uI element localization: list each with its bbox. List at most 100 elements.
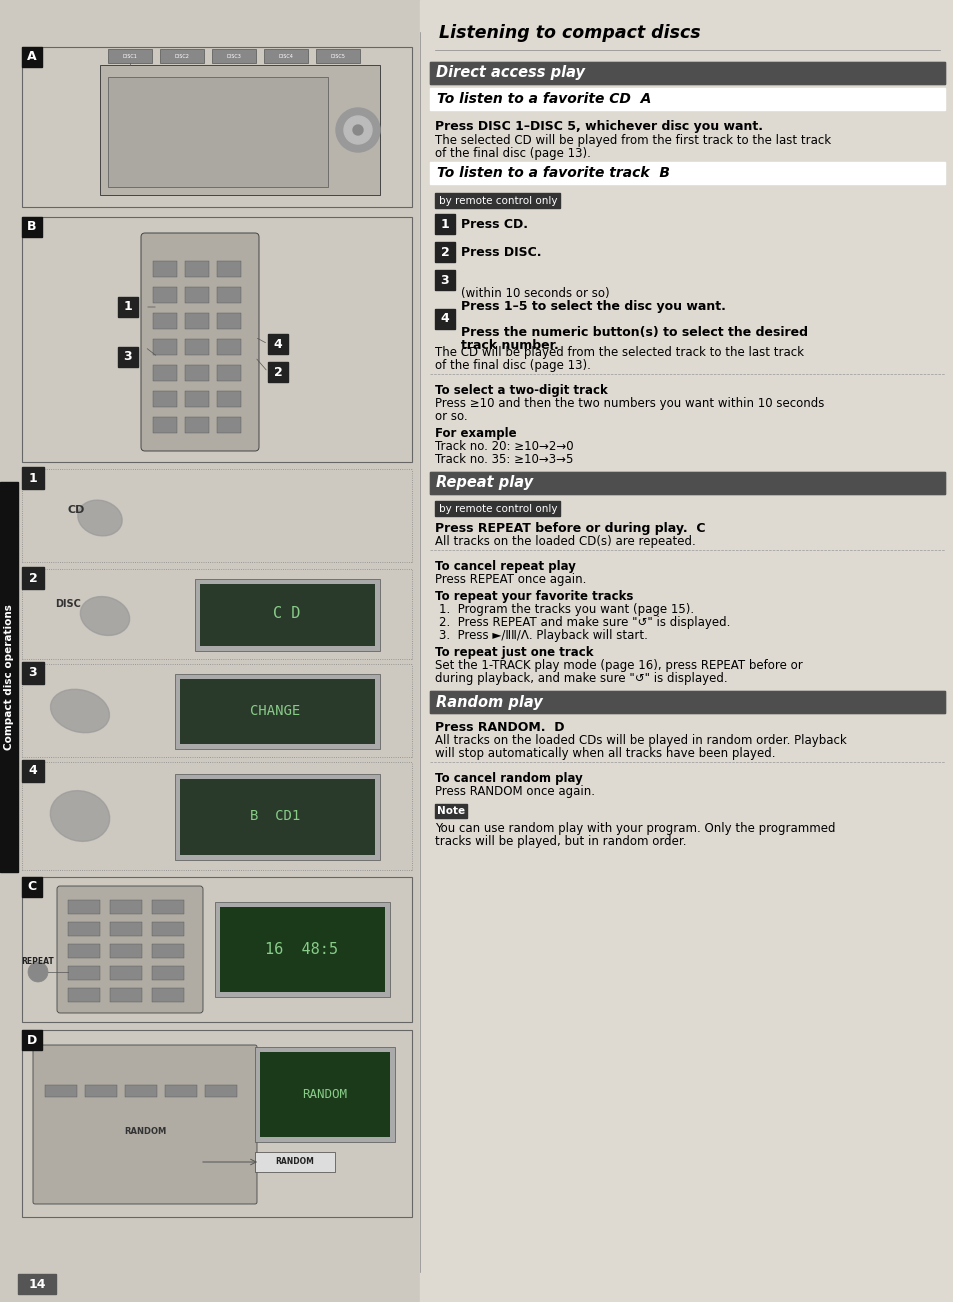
Bar: [216, 286, 241, 303]
Text: Set the 1-TRACK play mode (page 16), press REPEAT before or: Set the 1-TRACK play mode (page 16), pre…: [435, 659, 801, 672]
Text: (within 10 seconds or so): (within 10 seconds or so): [460, 286, 609, 299]
Bar: [110, 900, 142, 914]
Bar: [216, 312, 241, 329]
Bar: [185, 365, 209, 381]
Text: All tracks on the loaded CDs will be played in random order. Playback: All tracks on the loaded CDs will be pla…: [435, 734, 846, 747]
Bar: [194, 579, 379, 651]
Bar: [18, 1273, 56, 1294]
Bar: [430, 62, 944, 85]
Text: Press the numeric button(s) to select the desired: Press the numeric button(s) to select th…: [460, 326, 807, 339]
Text: Press DISC.: Press DISC.: [460, 246, 541, 259]
Text: RANDOM: RANDOM: [275, 1157, 314, 1167]
Bar: [110, 966, 142, 980]
Bar: [430, 691, 944, 713]
Text: To cancel random play: To cancel random play: [435, 772, 582, 785]
Bar: [435, 805, 467, 818]
Ellipse shape: [51, 790, 110, 841]
Bar: [22, 661, 44, 684]
Bar: [160, 49, 204, 62]
Text: 16  48:5: 16 48:5: [265, 943, 338, 957]
Bar: [118, 348, 138, 367]
Bar: [216, 391, 241, 408]
Text: Listening to compact discs: Listening to compact discs: [438, 23, 700, 42]
Bar: [22, 217, 42, 237]
Text: The selected CD will be played from the first track to the last track: The selected CD will be played from the …: [435, 134, 830, 147]
Text: Press RANDOM.  D: Press RANDOM. D: [435, 721, 564, 734]
Text: CD: CD: [68, 505, 85, 516]
Bar: [268, 335, 288, 354]
Bar: [152, 417, 177, 434]
Bar: [22, 1030, 42, 1049]
Bar: [435, 309, 455, 329]
Bar: [180, 779, 375, 855]
Text: will stop automatically when all tracks have been played.: will stop automatically when all tracks …: [435, 747, 775, 760]
Circle shape: [28, 962, 48, 982]
Text: Random play: Random play: [436, 694, 542, 710]
Bar: [118, 297, 138, 316]
Text: 1: 1: [29, 471, 37, 484]
Text: RANDOM: RANDOM: [124, 1128, 166, 1137]
Bar: [152, 339, 177, 355]
Text: of the final disc (page 13).: of the final disc (page 13).: [435, 147, 590, 160]
Text: B  CD1: B CD1: [250, 809, 300, 823]
Bar: [152, 312, 177, 329]
Bar: [68, 944, 100, 958]
Text: Press DISC 1–DISC 5, whichever disc you want.: Press DISC 1–DISC 5, whichever disc you …: [435, 120, 762, 133]
Text: 1: 1: [124, 301, 132, 314]
Text: during playback, and make sure "↺" is displayed.: during playback, and make sure "↺" is di…: [435, 672, 727, 685]
Text: All tracks on the loaded CD(s) are repeated.: All tracks on the loaded CD(s) are repea…: [435, 535, 695, 548]
Bar: [435, 214, 455, 234]
Bar: [152, 966, 184, 980]
Bar: [185, 339, 209, 355]
Bar: [419, 0, 953, 1302]
Text: Press REPEAT before or during play.  C: Press REPEAT before or during play. C: [435, 522, 705, 535]
Bar: [152, 900, 184, 914]
Text: 2: 2: [29, 572, 37, 585]
Text: To cancel repeat play: To cancel repeat play: [435, 560, 576, 573]
Text: A: A: [27, 51, 37, 64]
Text: For example: For example: [435, 427, 517, 440]
Text: D: D: [27, 1034, 37, 1047]
Bar: [0, 482, 18, 872]
Bar: [264, 49, 308, 62]
Text: 14: 14: [29, 1277, 46, 1290]
Bar: [435, 501, 559, 516]
Circle shape: [353, 125, 363, 135]
Bar: [110, 922, 142, 936]
Text: You can use random play with your program. Only the programmed: You can use random play with your progra…: [435, 822, 835, 835]
Text: DISC4: DISC4: [278, 53, 294, 59]
Bar: [22, 467, 44, 490]
Bar: [22, 760, 44, 783]
Text: by remote control only: by remote control only: [438, 504, 557, 513]
Circle shape: [344, 116, 372, 145]
Bar: [435, 242, 455, 262]
Bar: [205, 1085, 236, 1098]
Text: To repeat your favorite tracks: To repeat your favorite tracks: [435, 590, 633, 603]
Bar: [254, 1047, 395, 1142]
Bar: [45, 1085, 77, 1098]
Text: To listen to a favorite CD  A: To listen to a favorite CD A: [436, 92, 651, 105]
Text: C D: C D: [273, 607, 300, 621]
Bar: [216, 365, 241, 381]
Text: tracks will be played, but in random order.: tracks will be played, but in random ord…: [435, 835, 686, 848]
Bar: [152, 365, 177, 381]
Bar: [152, 260, 177, 277]
Bar: [152, 922, 184, 936]
Bar: [22, 1030, 412, 1217]
Text: Press 1–5 to select the disc you want.: Press 1–5 to select the disc you want.: [460, 299, 725, 312]
Text: C: C: [28, 880, 36, 893]
FancyBboxPatch shape: [57, 885, 203, 1013]
Bar: [22, 217, 412, 462]
Bar: [152, 391, 177, 408]
Bar: [268, 362, 288, 381]
Text: Press ≥10 and then the two numbers you want within 10 seconds: Press ≥10 and then the two numbers you w…: [435, 397, 823, 410]
Bar: [430, 161, 944, 184]
Ellipse shape: [78, 500, 122, 536]
FancyBboxPatch shape: [33, 1046, 256, 1204]
Bar: [174, 773, 379, 861]
Bar: [22, 47, 412, 207]
Bar: [430, 89, 944, 109]
Text: 3: 3: [29, 667, 37, 680]
FancyBboxPatch shape: [141, 233, 258, 450]
Bar: [185, 260, 209, 277]
